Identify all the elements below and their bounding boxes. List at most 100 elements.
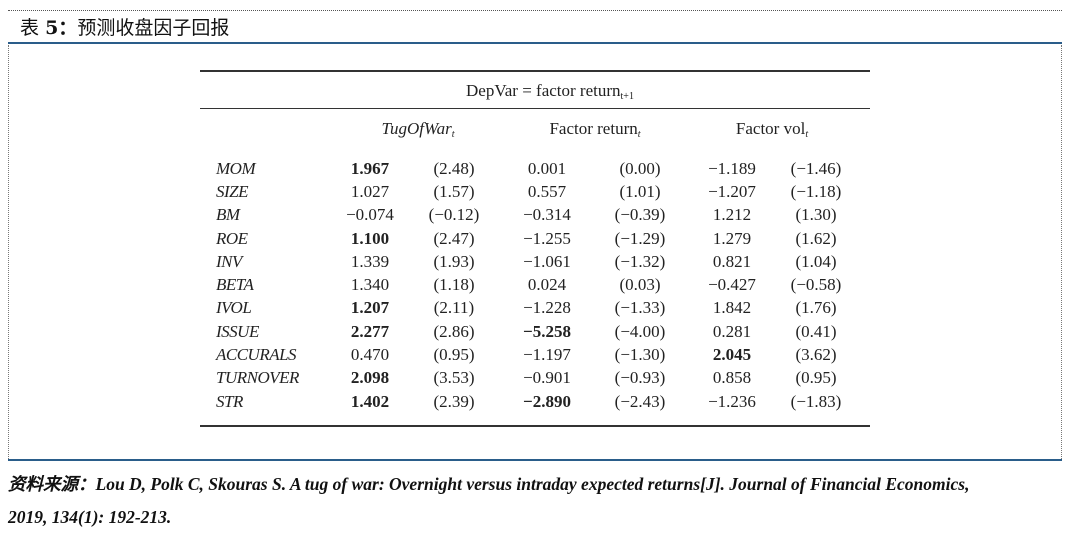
group-header-3: Factor volt: [688, 109, 856, 155]
table-cell: 1.339: [350, 251, 390, 271]
table-cell: 1.967: [350, 158, 390, 178]
table-cell: 0.024: [527, 275, 567, 295]
table-cell: (1.18): [433, 275, 475, 295]
table-cell: (0.95): [433, 345, 475, 365]
table-cell: (−0.39): [614, 205, 666, 225]
table-cell: −1.228: [523, 298, 571, 318]
table-cell: 1.100: [350, 228, 390, 248]
group-label: Factor return: [549, 119, 638, 138]
table-cell: 0.281: [712, 321, 752, 341]
row-label: SIZE: [216, 181, 249, 201]
group-label: Factor vol: [735, 119, 806, 138]
group-header-2: Factor returnt: [502, 109, 688, 155]
table-cell: −1.236: [708, 391, 756, 411]
table-cell: (2.11): [433, 298, 475, 318]
table-cell: (1.01): [619, 181, 661, 201]
table-row: STR 1.402 (2.39) −2.890 (−2.43) −1.236 (−1.83): [200, 390, 856, 413]
table-cell: (0.03): [619, 275, 661, 295]
source-line1: Lou D, Polk C, Skouras S. A tug of war: …: [95, 474, 970, 494]
caption-title: 预测收盘因子回报: [77, 17, 230, 39]
frame-bottom-rule: [8, 459, 1062, 461]
table-cell: (−0.93): [614, 368, 666, 388]
row-label: STR: [216, 391, 243, 411]
table-cell: −1.189: [708, 158, 756, 178]
table-cell: 1.402: [350, 391, 390, 411]
table-cell: (3.62): [795, 345, 837, 365]
table-cell: 1.842: [712, 298, 752, 318]
table-row: SIZE 1.027 (1.57) 0.557 (1.01) −1.207 (−1.18): [200, 180, 856, 203]
table-cell: 2.098: [350, 368, 390, 388]
table-cell: −0.314: [523, 205, 571, 225]
table-cell: 1.279: [712, 228, 752, 248]
table-cell: (−0.12): [428, 205, 480, 225]
row-label: MOM: [216, 158, 256, 178]
row-label: INV: [216, 251, 242, 271]
row-label: BETA: [216, 275, 254, 295]
table-cell: −0.074: [346, 205, 394, 225]
table-cell: −5.258: [523, 321, 571, 341]
table-cell: (1.76): [795, 298, 837, 318]
row-label: IVOL: [216, 298, 252, 318]
table-row: IVOL 1.207 (2.11) −1.228 (−1.33) 1.842 (1.76): [200, 297, 856, 320]
group-subscript: t: [637, 129, 641, 140]
table-cell: (1.30): [795, 205, 837, 225]
table-cell: (−1.32): [614, 251, 666, 271]
table-row: BETA 1.340 (1.18) 0.024 (0.03) −0.427 (−0.58): [200, 273, 856, 296]
table-cell: 1.207: [350, 298, 390, 318]
table-cell: (−1.83): [790, 391, 842, 411]
caption-number: 5: [45, 17, 59, 39]
group-label: TugOfWar: [381, 119, 452, 138]
table-cell: 0.557: [527, 181, 567, 201]
source-line2: 2019, 134(1): 192-213.: [8, 507, 172, 527]
row-label: TURNOVER: [216, 368, 299, 388]
table-cell: 0.001: [527, 158, 567, 178]
source-note: 资料来源：Lou D, Polk C, Skouras S. A tug of …: [8, 468, 1074, 534]
regression-table: DepVar = factor returnt+1 TugOfWart Facto…: [200, 70, 870, 428]
group-subscript: t: [805, 129, 809, 140]
top-rule: [200, 70, 870, 72]
table-cell: (3.53): [433, 368, 475, 388]
caption-colon: ：: [58, 17, 78, 39]
table-frame: [8, 45, 1062, 459]
table-cell: (2.39): [433, 391, 475, 411]
table-cell: (2.48): [433, 158, 475, 178]
table-caption: 表 5：预测收盘因子回报: [8, 10, 1062, 44]
table-cell: 0.858: [712, 368, 752, 388]
caption-prefix: 表: [20, 17, 40, 39]
table-cell: (1.57): [433, 181, 475, 201]
table-cell: 1.212: [712, 205, 752, 225]
table-cell: (1.04): [795, 251, 837, 271]
table-cell: (−2.43): [614, 391, 666, 411]
table-cell: (2.86): [433, 321, 475, 341]
table-cell: −1.207: [708, 181, 756, 201]
table-cell: −2.890: [523, 391, 571, 411]
table-cell: (1.93): [433, 251, 475, 271]
table-cell: (0.41): [795, 321, 837, 341]
table-cell: 2.277: [350, 321, 390, 341]
table-row: MOM 1.967 (2.48) 0.001 (0.00) −1.189 (−1.46): [200, 157, 856, 180]
table-cell: −1.197: [523, 345, 571, 365]
group-subscript: t: [451, 129, 455, 140]
table-cell: (−1.46): [790, 158, 842, 178]
table-row: ISSUE 2.277 (2.86) −5.258 (−4.00) 0.281 (0.41): [200, 320, 856, 343]
group-header-row: TugOfWart Factor returnt Factor volt: [200, 109, 870, 149]
row-label: BM: [216, 205, 240, 225]
table-cell: 2.045: [712, 345, 752, 365]
depvar-text: DepVar = factor return: [466, 81, 621, 100]
table-cell: −1.061: [523, 251, 571, 271]
table-cell: (2.47): [433, 228, 475, 248]
depvar-subscript: t+1: [620, 91, 634, 102]
table-cell: −1.255: [523, 228, 571, 248]
table-cell: (−1.33): [614, 298, 666, 318]
table-row: INV 1.339 (1.93) −1.061 (−1.32) 0.821 (1.04): [200, 250, 856, 273]
table-cell: 0.821: [712, 251, 752, 271]
table-cell: (0.00): [619, 158, 661, 178]
data-grid: MOM 1.967 (2.48) 0.001 (0.00) −1.189 (−1.46) SI…: [200, 157, 856, 413]
table-cell: (−1.29): [614, 228, 666, 248]
group-header-1: TugOfWart: [334, 109, 502, 155]
table-cell: (1.62): [795, 228, 837, 248]
bottom-rule: [200, 425, 870, 428]
table-cell: 1.340: [350, 275, 390, 295]
depvar-header: DepVar = factor returnt+1: [200, 72, 870, 108]
table-cell: 0.470: [350, 345, 390, 365]
